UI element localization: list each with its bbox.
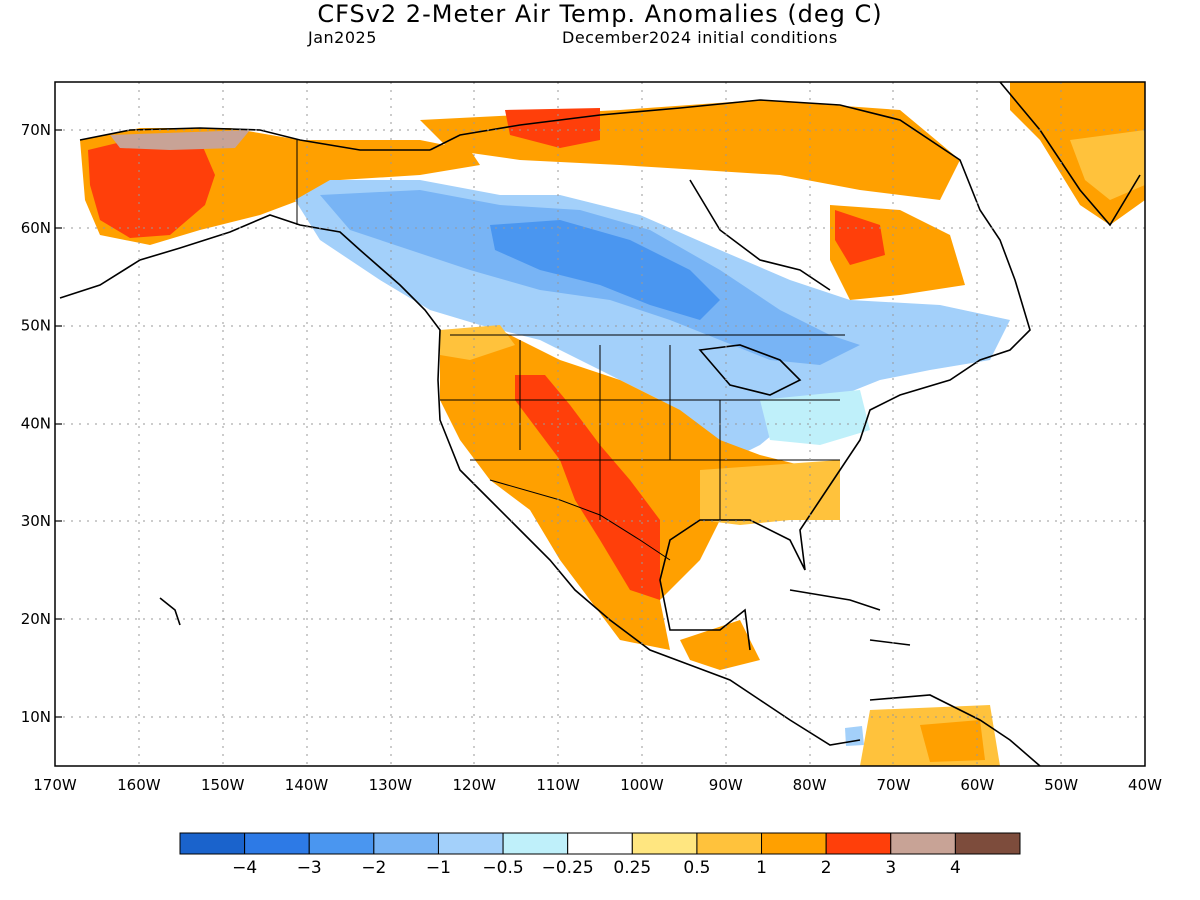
colorbar-swatch (502, 832, 569, 855)
colorbar-label: −4 (232, 858, 257, 878)
initial-conditions-label: December2024 initial conditions (562, 28, 838, 47)
lon-label: 60W (960, 776, 994, 794)
colorbar-swatch (567, 832, 633, 855)
lat-label: 40N (21, 414, 51, 432)
colorbar-swatch (437, 832, 504, 855)
greenland-mild (1070, 130, 1145, 200)
southwest-hot-core (515, 375, 660, 600)
lon-label: 40W (1128, 776, 1162, 794)
lon-label: 170W (33, 776, 77, 794)
colorbar-swatch (825, 832, 892, 855)
colorbar-swatch (179, 832, 246, 855)
colorbar-label: 2 (821, 858, 832, 878)
colorbar-label: 1 (756, 858, 767, 878)
colorbar-label: −0.5 (482, 858, 523, 878)
colorbar: −4 −3 −2 −1 −0.5 −0.25 0.25 0.5 1 2 3 4 (179, 832, 1021, 878)
colorbar-swatch (954, 832, 1021, 855)
map-fill (59, 82, 1145, 766)
lat-label: 30N (21, 512, 51, 530)
central-america-warm (680, 620, 760, 670)
lon-label: 90W (709, 776, 743, 794)
lat-label: 60N (21, 219, 51, 237)
alaska-hot-region (88, 135, 215, 238)
lon-label: 100W (620, 776, 664, 794)
lat-label: 50N (21, 317, 51, 335)
gridlines (55, 82, 1145, 766)
lat-label: 20N (21, 610, 51, 628)
canada-coldest-band (490, 220, 720, 320)
colorbar-swatch (244, 832, 310, 855)
colorbar-swatch (890, 832, 956, 855)
forecast-month: Jan2025 (308, 28, 377, 47)
us-southeast-mild (700, 460, 840, 525)
lon-label: 130W (369, 776, 413, 794)
colorbar-label: 0.25 (613, 858, 651, 878)
colorbar-label: −2 (361, 858, 386, 878)
colorbar-label: 0.5 (683, 858, 710, 878)
lon-label: 70W (877, 776, 911, 794)
lat-label: 10N (21, 708, 51, 726)
lon-label: 120W (452, 776, 496, 794)
axis-ticks (55, 129, 62, 718)
labrador-hot (835, 210, 885, 265)
northeast-cold (760, 390, 870, 445)
lon-label: 140W (285, 776, 329, 794)
lat-label: 70N (21, 121, 51, 139)
lon-label: 80W (793, 776, 827, 794)
lon-label: 110W (536, 776, 580, 794)
colorbar-label: −0.25 (542, 858, 594, 878)
lon-label: 160W (117, 776, 161, 794)
south-america-warm (920, 720, 985, 762)
colorbar-swatch (696, 832, 763, 855)
colorbar-swatch (761, 832, 827, 855)
colorbar-label: −3 (297, 858, 322, 878)
colorbar-label: 3 (885, 858, 896, 878)
longitude-labels: 170W 160W 150W 140W 130W 120W 110W 100W 90W 80W 70… (33, 776, 1162, 794)
colorbar-swatch (631, 832, 698, 855)
lon-label: 50W (1044, 776, 1078, 794)
colorbar-swatch (373, 832, 439, 855)
colorbar-swatch (308, 832, 375, 855)
lon-label: 150W (201, 776, 245, 794)
map-title: CFSv2 2-Meter Air Temp. Anomalies (deg C… (317, 0, 883, 28)
colorbar-label: −1 (426, 858, 451, 878)
coastlines (59, 82, 1141, 766)
borders (296, 140, 845, 561)
colorbar-label: 4 (950, 858, 961, 878)
caribbean-cold-spot (845, 726, 864, 746)
alaska-very-hot-region (110, 130, 250, 150)
northwest-mild (440, 325, 515, 360)
latitude-labels: 70N 60N 50N 40N 30N 20N 10N (21, 121, 51, 726)
